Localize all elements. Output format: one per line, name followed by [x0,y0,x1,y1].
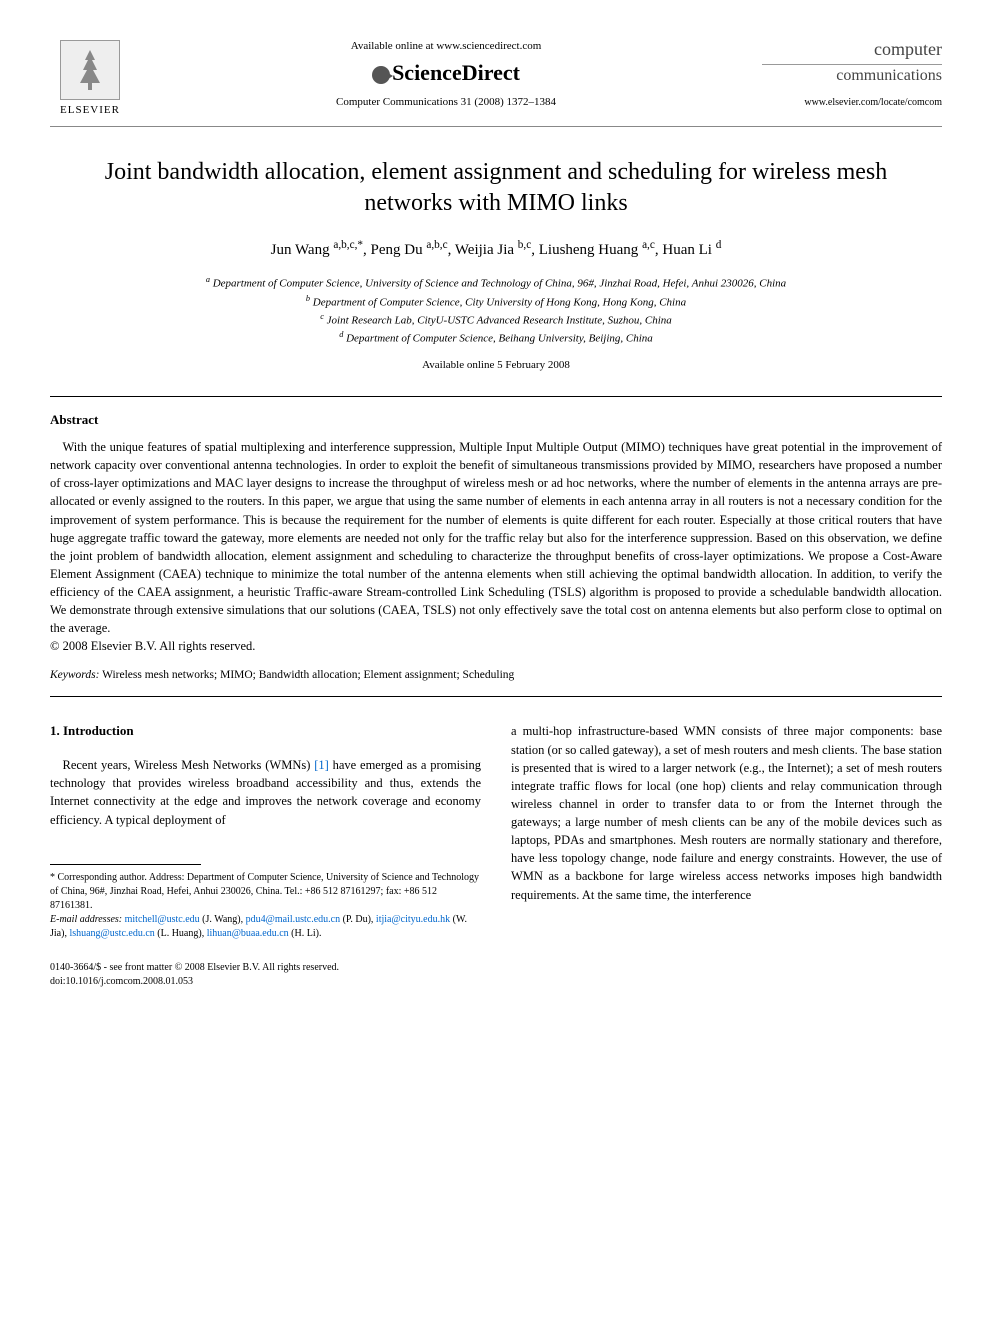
email-addresses-block: E-mail addresses: mitchell@ustc.edu (J. … [50,913,481,941]
center-header: Available online at www.sciencedirect.co… [130,40,762,108]
journal-url: www.elsevier.com/locate/comcom [762,97,942,108]
email-link[interactable]: lshuang@ustc.edu.cn [69,928,154,939]
doi-line1: 0140-3664/$ - see front matter © 2008 El… [50,961,481,975]
email-who: (J. Wang), [200,914,246,925]
affiliation-line: d Department of Computer Science, Beihan… [50,329,942,347]
paper-title: Joint bandwidth allocation, element assi… [90,157,902,219]
intro-paragraph-left: Recent years, Wireless Mesh Networks (WM… [50,756,481,829]
affiliation-line: a Department of Computer Science, Univer… [50,274,942,292]
sciencedirect-logo: ScienceDirect [130,60,762,86]
affiliations-block: a Department of Computer Science, Univer… [50,274,942,347]
affiliation-line: c Joint Research Lab, CityU-USTC Advance… [50,311,942,329]
keywords-text: Wireless mesh networks; MIMO; Bandwidth … [99,669,514,681]
authors-line: Jun Wang a,b,c,*, Peng Du a,b,c, Weijia … [50,239,942,259]
journal-logo-block: computer communications www.elsevier.com… [762,40,942,108]
intro-paragraph-right: a multi-hop infrastructure-based WMN con… [511,722,942,903]
reference-link-1[interactable]: [1] [314,758,329,772]
email-link[interactable]: lihuan@buaa.edu.cn [207,928,289,939]
sciencedirect-icon [372,66,390,84]
available-online-text: Available online at www.sciencedirect.co… [130,40,762,52]
two-column-body: 1. Introduction Recent years, Wireless M… [50,722,942,988]
email-who: (L. Huang), [155,928,207,939]
footnote-divider [50,864,201,865]
email-link[interactable]: pdu4@mail.ustc.edu.cn [246,914,340,925]
left-column: 1. Introduction Recent years, Wireless M… [50,722,481,988]
right-column: a multi-hop infrastructure-based WMN con… [511,722,942,988]
keywords-label: Keywords: [50,669,99,681]
email-who: (H. Li). [289,928,322,939]
elsevier-text: ELSEVIER [60,104,120,116]
doi-block: 0140-3664/$ - see front matter © 2008 El… [50,961,481,989]
email-label: E-mail addresses: [50,914,122,925]
intro-heading: 1. Introduction [50,722,481,741]
abstract-copyright: © 2008 Elsevier B.V. All rights reserved… [50,639,942,654]
abstract-heading: Abstract [50,412,942,428]
email-who: (P. Du), [340,914,376,925]
journal-logo-divider [762,64,942,65]
journal-logo-line2: communications [762,67,942,85]
elsevier-logo: ELSEVIER [50,40,130,116]
abstract-text: With the unique features of spatial mult… [50,438,942,637]
page-header: ELSEVIER Available online at www.science… [50,40,942,127]
corresponding-author-footnote: * Corresponding author. Address: Departm… [50,871,481,941]
journal-logo-line1: computer [762,40,942,60]
elsevier-tree-icon [60,40,120,100]
sciencedirect-text: ScienceDirect [392,60,520,85]
available-date: Available online 5 February 2008 [50,359,942,371]
email-link[interactable]: mitchell@ustc.edu [125,914,200,925]
intro-text-pre: Recent years, Wireless Mesh Networks (WM… [63,758,315,772]
keywords-line: Keywords: Wireless mesh networks; MIMO; … [50,669,942,681]
affiliation-line: b Department of Computer Science, City U… [50,293,942,311]
divider-below-keywords [50,696,942,697]
corresponding-text: * Corresponding author. Address: Departm… [50,871,481,913]
doi-line2: doi:10.1016/j.comcom.2008.01.053 [50,975,481,989]
email-link[interactable]: itjia@cityu.edu.hk [376,914,450,925]
divider-above-abstract [50,396,942,397]
journal-reference: Computer Communications 31 (2008) 1372–1… [130,96,762,108]
